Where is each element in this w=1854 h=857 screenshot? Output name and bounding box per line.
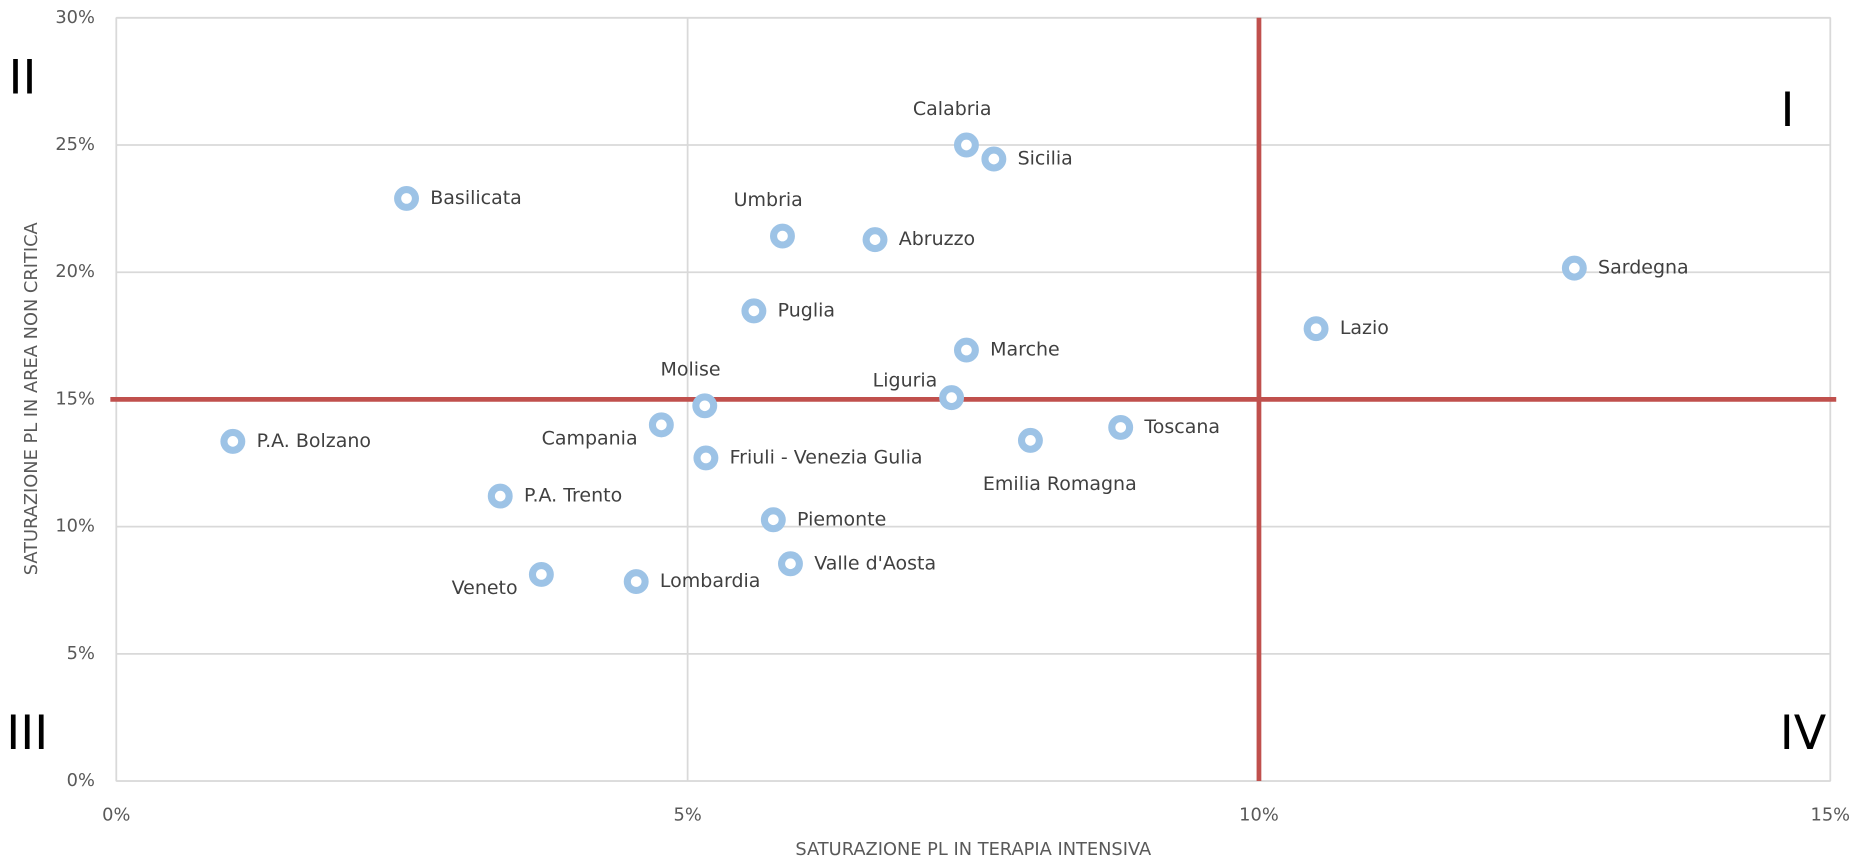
x-tick-label: 15% [1811, 804, 1851, 825]
point-label: Molise [660, 359, 720, 381]
point-label: P.A. Bolzano [257, 430, 371, 452]
point [770, 223, 795, 249]
y-tick-label: 20% [55, 261, 95, 282]
quadrant-label: III [6, 706, 48, 761]
y-tick-label: 0% [67, 770, 95, 791]
y-tick-label: 25% [55, 134, 95, 155]
point-label: Umbria [734, 189, 803, 211]
point [693, 445, 719, 471]
quadrant-label: I [1781, 83, 1795, 138]
y-tick-label: 15% [55, 388, 95, 409]
point [1108, 414, 1134, 440]
point-label: P.A. Trento [524, 485, 622, 507]
point [862, 227, 888, 253]
quadrant-label: II [9, 51, 37, 106]
point-label: Marche [990, 339, 1060, 361]
point-label: Basilicata [430, 187, 522, 209]
point [953, 337, 979, 363]
point [648, 412, 674, 438]
y-tick-label: 5% [67, 643, 95, 664]
point [1017, 427, 1043, 453]
point [623, 569, 649, 595]
point [981, 146, 1007, 172]
point [1303, 316, 1329, 342]
quadrant-label: IV [1780, 706, 1827, 761]
x-tick-label: 0% [102, 804, 130, 825]
point [487, 483, 513, 509]
point [692, 393, 718, 419]
point-label: Veneto [452, 577, 518, 599]
point [220, 428, 246, 454]
point-label: Abruzzo [899, 228, 975, 250]
y-tick-label: 30% [55, 7, 95, 28]
point-label: Sardegna [1598, 257, 1689, 279]
point-label: Lombardia [660, 570, 760, 592]
point-label: Liguria [873, 370, 938, 392]
point-label: Toscana [1143, 416, 1220, 438]
point [394, 185, 419, 211]
point-label: Campania [542, 428, 638, 450]
point [778, 551, 803, 577]
point-label: Sicilia [1018, 148, 1073, 170]
x-tick-label: 10% [1239, 804, 1279, 825]
point-label: Puglia [778, 299, 835, 321]
point [1561, 255, 1587, 281]
x-axis-title: SATURAZIONE PL IN TERAPIA INTENSIVA [795, 839, 1152, 857]
point-label: Valle d'Aosta [814, 552, 936, 574]
point-label: Lazio [1340, 317, 1389, 339]
point [741, 298, 767, 324]
point-label: Emilia Romagna [983, 473, 1137, 495]
point-label: Piemonte [797, 508, 886, 530]
y-axis-title: SATURAZIONE PL IN AREA NON CRITICA [21, 222, 42, 576]
y-tick-label: 10% [55, 516, 95, 537]
point-label: Friuli - Venezia Gulia [730, 446, 923, 468]
x-tick-label: 5% [674, 804, 702, 825]
point-label: Calabria [913, 98, 992, 120]
point [528, 561, 554, 587]
point [953, 132, 979, 158]
point [939, 385, 965, 411]
point [760, 507, 786, 533]
